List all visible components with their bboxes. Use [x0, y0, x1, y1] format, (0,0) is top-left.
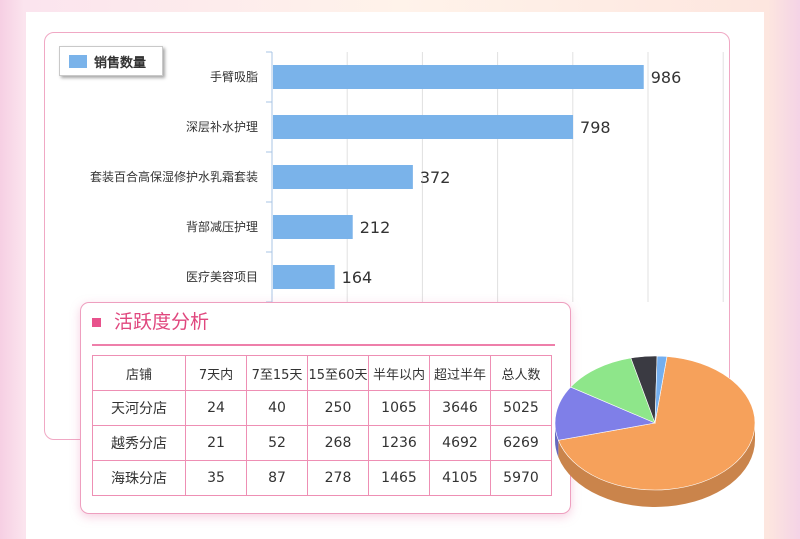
category-label: 背部减压护理	[186, 219, 258, 234]
category-label: 手臂吸脂	[210, 69, 258, 84]
cell-value: 52	[246, 425, 308, 461]
pie-slice	[554, 386, 657, 441]
data-label: 372	[420, 168, 451, 187]
table-row: 越秀分店 21 52 268 1236 4692 6269	[92, 425, 552, 461]
cell-value: 5970	[490, 460, 552, 496]
pie-slice	[570, 357, 656, 424]
cell-value: 40	[246, 390, 308, 426]
bar	[273, 215, 353, 239]
activity-table: 店铺 7天内 7至15天 15至60天 半年以内 超过半年 总人数 天河分店 2…	[92, 355, 552, 496]
cell-store: 越秀分店	[92, 425, 186, 461]
cell-value: 35	[185, 460, 247, 496]
pie-slice-side	[558, 423, 755, 507]
chart-legend: 销售数量	[59, 46, 163, 76]
cell-value: 1236	[368, 425, 430, 461]
table-row: 海珠分店 35 87 278 1465 4105 5970	[92, 460, 552, 496]
title-divider	[92, 344, 555, 346]
bar	[273, 165, 413, 189]
category-label: 套装百合高保湿修护水乳霜套装	[90, 169, 258, 184]
table-row: 天河分店 24 40 250 1065 3646 5025	[92, 390, 552, 426]
cell-value: 3646	[429, 390, 491, 426]
header-15-60days: 15至60天	[307, 355, 369, 391]
data-label: 164	[342, 268, 373, 287]
header-7days: 7天内	[185, 355, 247, 391]
header-7-15days: 7至15天	[246, 355, 308, 391]
header-store: 店铺	[92, 355, 186, 391]
cell-value: 4105	[429, 460, 491, 496]
cell-value: 268	[307, 425, 369, 461]
header-half-year: 半年以内	[368, 355, 430, 391]
bar	[273, 265, 335, 289]
cell-value: 4692	[429, 425, 491, 461]
cell-value: 21	[185, 425, 247, 461]
data-label: 986	[651, 68, 682, 87]
activity-title: 活跃度分析	[114, 311, 210, 333]
cell-store: 天河分店	[92, 390, 186, 426]
legend-swatch	[69, 54, 87, 68]
distribution-pie-chart	[554, 355, 756, 507]
data-label: 798	[580, 118, 611, 137]
legend-label: 销售数量	[94, 55, 147, 71]
data-label: 212	[360, 218, 391, 237]
bar	[273, 115, 574, 139]
table-header-row: 店铺 7天内 7至15天 15至60天 半年以内 超过半年 总人数	[92, 355, 552, 391]
title-square-icon	[92, 318, 101, 327]
pie-slice	[654, 355, 668, 424]
cell-value: 1065	[368, 390, 430, 426]
cell-value: 6269	[490, 425, 552, 461]
cell-value: 24	[185, 390, 247, 426]
cell-store: 海珠分店	[92, 460, 186, 496]
cell-value: 87	[246, 460, 308, 496]
header-over-half-year: 超过半年	[429, 355, 491, 391]
cell-value: 250	[307, 390, 369, 426]
cell-value: 278	[307, 460, 369, 496]
pie-slice-side	[555, 423, 559, 458]
cell-value: 5025	[490, 390, 552, 426]
bar	[273, 65, 644, 89]
header-total: 总人数	[490, 355, 552, 391]
category-label: 医疗美容项目	[186, 269, 258, 284]
cell-value: 1465	[368, 460, 430, 496]
category-label: 深层补水护理	[186, 120, 258, 134]
pie-slice	[557, 356, 756, 491]
